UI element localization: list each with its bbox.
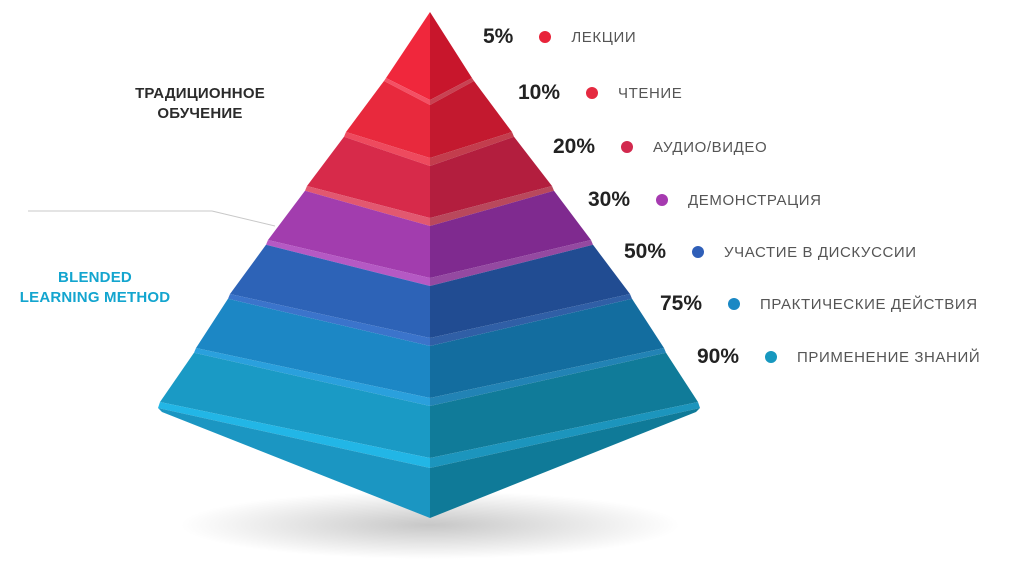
traditional-label-line1: ТРАДИЦИОННОЕ [135, 85, 265, 102]
level-row: 75% ПРАКТИЧЕСКИЕ ДЕЙСТВИЯ [660, 289, 978, 319]
pyramid-tier-band-left [228, 294, 430, 346]
pyramid-tier-band-left [344, 132, 430, 166]
pyramid-tier-left-face [160, 352, 430, 458]
blended-learning-label: BLENDED LEARNING METHOD [0, 268, 190, 308]
level-label: ЛЕКЦИИ [571, 28, 637, 46]
level-dot-icon [621, 141, 634, 153]
pyramid-tier-left-face [196, 298, 430, 398]
level-label: ЧТЕНИЕ [618, 84, 683, 102]
level-percent: 30% [588, 188, 631, 211]
level-dot-icon [586, 87, 599, 99]
level-row: 30% ДЕМОНСТРАЦИЯ [588, 185, 822, 215]
level-percent: 50% [624, 240, 667, 263]
pyramid-tier-right-face [430, 12, 472, 100]
pyramid-tier-left-face [230, 244, 430, 338]
blended-label-line2: LEARNING METHOD [19, 289, 171, 306]
level-row: 5% ЛЕКЦИИ [483, 22, 636, 52]
blended-label-line1: BLENDED [58, 269, 132, 286]
pyramid-tier-left-face [307, 136, 430, 218]
pyramid-tier-right-face [430, 298, 664, 398]
traditional-learning-label: ТРАДИЦИОННОЕ ОБУЧЕНИЕ [100, 84, 300, 124]
pyramid-tier-band-right [430, 132, 514, 166]
pyramid-base-right-face [430, 408, 700, 518]
level-row: 50% УЧАСТИЕ В ДИСКУССИИ [624, 237, 917, 267]
level-percent: 90% [697, 345, 740, 368]
pyramid-tier-left-face [346, 81, 430, 158]
pyramid-tier-band-left [305, 186, 430, 226]
pyramid-tier-band-left [266, 240, 430, 286]
level-dot-icon [728, 298, 741, 310]
level-row: 20% АУДИО/ВИДЕО [553, 132, 767, 162]
pyramid-tier-band-right [430, 402, 700, 468]
pyramid-tier-band-left [158, 402, 430, 468]
pyramid-tier-band-right [430, 78, 474, 105]
pyramid-tier-band-left [384, 78, 430, 105]
level-label: АУДИО/ВИДЕО [653, 138, 768, 156]
level-percent: 5% [483, 25, 514, 48]
level-label: ПРИМЕНЕНИЕ ЗНАНИЙ [797, 348, 981, 366]
level-label: ДЕМОНСТРАЦИЯ [688, 191, 822, 209]
pyramid-tier-band-right [430, 294, 632, 346]
pyramid-tier-right-face [430, 244, 630, 338]
level-label: УЧАСТИЕ В ДИСКУССИИ [724, 243, 917, 261]
level-dot-icon [765, 351, 778, 363]
divider-line-slant [211, 210, 276, 227]
pyramid-tier-right-face [430, 352, 698, 458]
level-dot-icon [539, 31, 552, 43]
pyramid-tier-right-face [430, 81, 512, 158]
pyramid-base-left-face [158, 408, 430, 518]
pyramid-shadow [180, 491, 680, 559]
pyramid-tier-right-face [430, 136, 552, 218]
pyramid-tier-band-right [430, 240, 593, 286]
level-percent: 10% [518, 81, 561, 104]
pyramid-tier-band-right [430, 186, 554, 226]
pyramid-tier-band-left [194, 348, 430, 406]
level-dot-icon [692, 246, 705, 258]
pyramid-tier-left-face [268, 190, 430, 278]
pyramid-tier-band-right [430, 348, 666, 406]
level-row: 10% ЧТЕНИЕ [518, 78, 682, 108]
traditional-label-line2: ОБУЧЕНИЕ [157, 105, 243, 122]
level-percent: 75% [660, 292, 703, 315]
level-label: ПРАКТИЧЕСКИЕ ДЕЙСТВИЯ [760, 295, 978, 313]
pyramid-tier-left-face [386, 12, 430, 100]
level-dot-icon [656, 194, 669, 206]
pyramid-tier-right-face [430, 190, 591, 278]
level-row: 90% ПРИМЕНЕНИЕ ЗНАНИЙ [697, 342, 980, 372]
level-percent: 20% [553, 135, 596, 158]
